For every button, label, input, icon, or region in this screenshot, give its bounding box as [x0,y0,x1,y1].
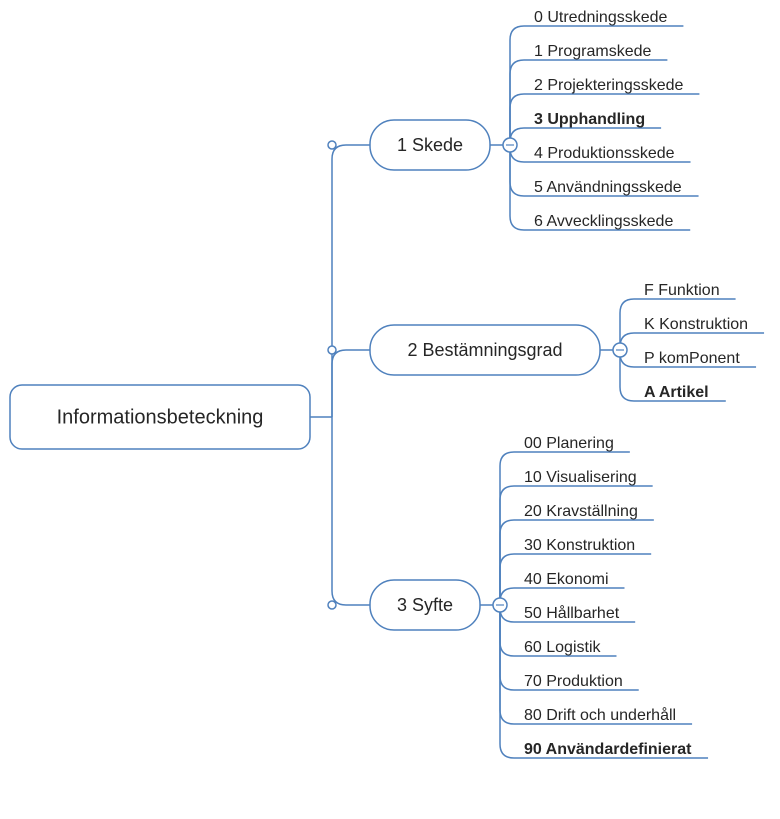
leaf-label: 10 Visualisering [524,469,637,486]
leaf-label: 90 Användardefinierat [524,741,692,758]
branch-joint [328,601,336,609]
branch-connector [332,350,370,417]
leaf-label: P komPonent [644,350,740,367]
leaf-label: 1 Programskede [534,43,651,60]
leaf-label: 30 Konstruktion [524,537,635,554]
leaf-label: A Artikel [644,384,709,401]
leaf-label: 20 Kravställning [524,503,638,520]
branch-connector [332,417,370,605]
leaf-label: 5 Användningsskede [534,179,682,196]
leaf-connector [510,128,661,145]
leaf-connector [510,60,667,145]
root-label: Informationsbeteckning [57,406,264,428]
leaf-connector [620,333,764,350]
leaf-label: 6 Avvecklingsskede [534,213,673,230]
leaf-label: 2 Projekteringsskede [534,77,684,94]
branch-label: 1 Skede [397,135,463,155]
leaf-label: 3 Upphandling [534,111,645,128]
leaf-connector [500,520,654,605]
leaf-label: 0 Utredningsskede [534,9,668,26]
leaf-label: 70 Produktion [524,673,623,690]
leaf-label: 00 Planering [524,435,614,452]
mindmap-diagram: Informationsbeteckning 1 Skede 0 Utredning… [0,0,780,819]
leaf-label: 40 Ekonomi [524,571,609,588]
leaf-connector [500,588,624,605]
branch-joint [328,346,336,354]
branch-label: 2 Bestämningsgrad [407,340,562,360]
leaf-label: 50 Hållbarhet [524,604,620,622]
leaf-label: 60 Logistik [524,639,601,656]
leaf-connector [500,605,692,724]
branch-joint [328,141,336,149]
leaf-label: F Funktion [644,282,720,299]
leaf-label: 80 Drift och underhåll [524,706,676,724]
leaf-label: 4 Produktionsskede [534,145,675,162]
leaf-label: K Konstruktion [644,316,748,333]
branch-connector [332,145,370,417]
branch-label: 3 Syfte [397,595,453,615]
